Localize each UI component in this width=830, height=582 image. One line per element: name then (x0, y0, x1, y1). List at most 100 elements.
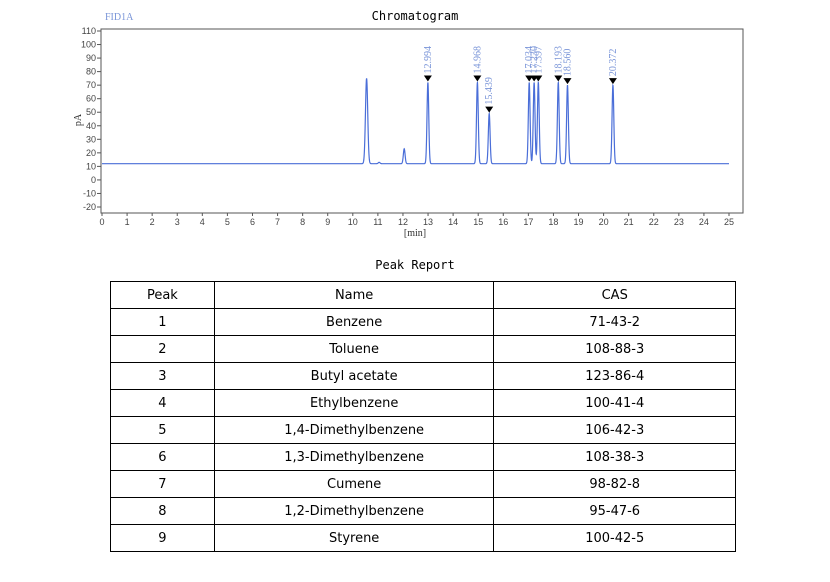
cell-peak: 4 (110, 389, 215, 417)
y-axis-label: pA (73, 113, 84, 126)
y-tick-label: -10 (83, 188, 96, 198)
x-tick-label: 10 (348, 217, 358, 227)
cell-cas: 108-38-3 (493, 443, 736, 471)
chromatogram: ChromatogramFID1A[min]pA-20-100102030405… (73, 9, 744, 239)
cell-name: Ethylbenzene (213, 389, 495, 417)
peak-time-label: 17.230 (529, 46, 540, 74)
y-tick-label: 50 (86, 107, 96, 117)
cell-peak: 7 (110, 470, 215, 498)
peak-marker (563, 78, 572, 85)
x-tick-label: 3 (175, 217, 180, 227)
peak-time-label: 15.439 (484, 77, 495, 104)
x-tick-label: 11 (373, 217, 382, 227)
peak-marker (608, 78, 617, 85)
table-row: 8 1,2-Dimethylbenzene 95-47-6 (110, 497, 736, 525)
cell-name: 1,4-Dimethylbenzene (213, 416, 495, 444)
table-row: 9 Styrene 100-42-5 (110, 524, 736, 552)
peak-marker (554, 75, 563, 82)
peak-time-label: 14.968 (472, 46, 483, 74)
table-row: 2 Toluene 108-88-3 (110, 335, 736, 363)
y-tick-label: 110 (82, 26, 96, 36)
cell-cas: 100-41-4 (493, 389, 736, 417)
y-tick-label: 40 (86, 121, 96, 131)
x-tick-label: 18 (548, 217, 558, 227)
header-cas: CAS (493, 281, 736, 309)
report-title: Peak Report (375, 258, 455, 272)
x-tick-label: 15 (473, 217, 483, 227)
x-tick-label: 7 (275, 217, 280, 227)
cell-peak: 9 (110, 524, 215, 552)
cell-name: Cumene (213, 470, 495, 498)
peak-marker (423, 75, 432, 82)
table-header-row: Peak Name CAS (110, 281, 736, 309)
y-tick-label: 80 (86, 67, 96, 77)
peak-time-label: 18.193 (553, 46, 564, 74)
table-row: 3 Butyl acetate 123-86-4 (110, 362, 736, 390)
x-tick-label: 13 (423, 217, 433, 227)
y-tick-label: 100 (81, 40, 96, 50)
x-tick-label: 25 (724, 217, 734, 227)
cell-cas: 106-42-3 (493, 416, 736, 444)
y-tick-label: 60 (86, 94, 96, 104)
peak-time-label: 17.397 (533, 46, 544, 74)
detector-label: FID1A (105, 12, 134, 23)
peak-time-label: 20.372 (608, 49, 619, 77)
x-tick-label: 22 (649, 217, 659, 227)
cell-peak: 3 (110, 362, 215, 390)
x-tick-label: 5 (225, 217, 230, 227)
x-tick-label: 23 (674, 217, 684, 227)
peak-marker (485, 106, 494, 113)
y-tick-label: 90 (86, 53, 96, 63)
cell-peak: 2 (110, 335, 215, 363)
cell-cas: 95-47-6 (493, 497, 736, 525)
y-tick-label: 0 (91, 175, 96, 185)
cell-peak: 1 (110, 308, 215, 336)
x-tick-label: 6 (250, 217, 255, 227)
y-tick-label: 10 (86, 161, 96, 171)
cell-peak: 8 (110, 497, 215, 525)
x-tick-label: 0 (99, 217, 104, 227)
x-tick-label: 21 (624, 217, 634, 227)
peak-time-label: 18.560 (562, 49, 573, 77)
x-tick-label: 20 (599, 217, 609, 227)
cell-cas: 123-86-4 (493, 362, 736, 390)
cell-name: Toluene (213, 335, 495, 363)
x-axis-label: [min] (404, 228, 426, 239)
y-tick-label: 70 (86, 80, 96, 90)
header-peak: Peak (110, 281, 215, 309)
table-row: 1 Benzene 71-43-2 (110, 308, 736, 336)
x-tick-label: 9 (325, 217, 330, 227)
cell-cas: 100-42-5 (493, 524, 736, 552)
x-tick-label: 1 (125, 217, 130, 227)
x-tick-label: 8 (300, 217, 305, 227)
x-tick-label: 4 (200, 217, 205, 227)
header-name: Name (213, 281, 495, 309)
y-tick-label: 30 (86, 134, 96, 144)
x-tick-label: 12 (398, 217, 408, 227)
peak-marker (534, 75, 543, 82)
x-tick-label: 2 (150, 217, 155, 227)
cell-cas: 71-43-2 (493, 308, 736, 336)
peak-time-label: 17.034 (524, 46, 535, 74)
table-row: 7 Cumene 98-82-8 (110, 470, 736, 498)
cell-cas: 98-82-8 (493, 470, 736, 498)
table-row: 5 1,4-Dimethylbenzene 106-42-3 (110, 416, 736, 444)
cell-name: Styrene (213, 524, 495, 552)
y-tick-label: -20 (83, 202, 96, 212)
x-tick-label: 14 (448, 217, 458, 227)
plot-frame (100, 28, 744, 214)
cell-cas: 108-88-3 (493, 335, 736, 363)
peak-marker (473, 75, 482, 82)
y-tick-label: 20 (86, 148, 96, 158)
table-row: 6 1,3-Dimethylbenzene 108-38-3 (110, 443, 736, 471)
cell-name: 1,3-Dimethylbenzene (213, 443, 495, 471)
chromatogram-trace (102, 78, 729, 165)
cell-name: Butyl acetate (213, 362, 495, 390)
cell-name: Benzene (213, 308, 495, 336)
x-tick-label: 24 (699, 217, 709, 227)
x-tick-label: 19 (574, 217, 584, 227)
cell-name: 1,2-Dimethylbenzene (213, 497, 495, 525)
peak-time-label: 12.994 (423, 46, 434, 74)
chart-title: Chromatogram (372, 9, 459, 23)
cell-peak: 6 (110, 443, 215, 471)
